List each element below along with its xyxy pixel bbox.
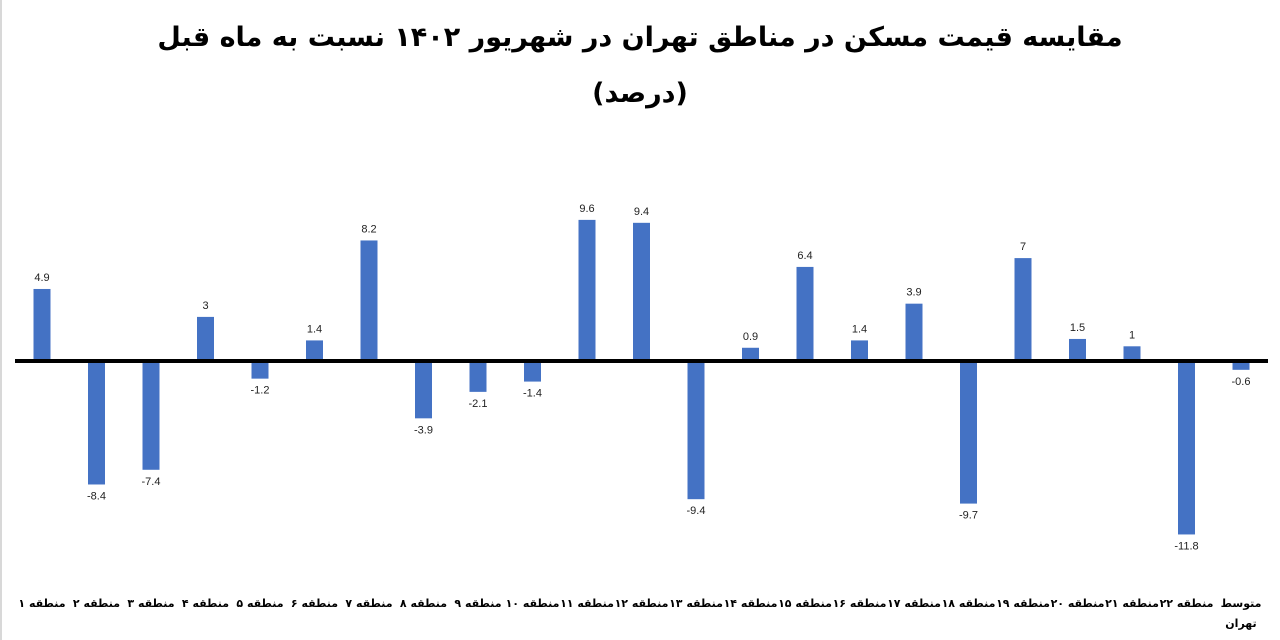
bar	[578, 219, 596, 361]
category-label: منطقه ۱۳	[669, 597, 723, 610]
bar	[1069, 338, 1086, 361]
bar	[197, 316, 214, 361]
category-label: منطقه ۱۸	[942, 597, 996, 610]
value-label: -7.4	[142, 476, 161, 488]
value-label: 9.4	[634, 206, 649, 218]
bar	[142, 361, 160, 470]
bar	[524, 361, 541, 382]
category-label: متوسط	[1221, 597, 1262, 610]
category-label: منطقه ۹	[454, 597, 501, 610]
value-label: -9.7	[959, 510, 978, 522]
value-label: 3	[202, 300, 208, 312]
value-label: 9.6	[579, 203, 594, 215]
value-label: 3.9	[906, 287, 921, 299]
bar	[796, 266, 814, 361]
bar	[687, 361, 705, 500]
category-label: منطقه ۱۷	[887, 597, 941, 610]
category-label: منطقه ۱۲	[615, 597, 669, 610]
category-label: منطقه ۶	[291, 597, 338, 610]
bar	[251, 361, 269, 379]
category-label: منطقه ۲	[73, 597, 120, 610]
bar	[905, 303, 923, 361]
value-label: 6.4	[797, 250, 812, 262]
bar	[1178, 361, 1195, 535]
value-label: 8.2	[361, 223, 376, 235]
bar	[633, 222, 650, 361]
chart-title: مقایسه قیمت مسکن در مناطق تهران در شهریو…	[157, 22, 1123, 53]
bar	[469, 361, 487, 392]
value-label: -0.6	[1232, 376, 1251, 388]
value-label: -9.4	[687, 505, 706, 517]
bar	[306, 340, 323, 361]
value-label: 0.9	[743, 331, 758, 343]
bar	[360, 240, 378, 361]
value-label: -1.4	[523, 388, 542, 400]
category-label: منطقه ۱۴	[724, 597, 778, 610]
value-label: 4.9	[34, 272, 49, 284]
bar	[88, 361, 105, 485]
category-label: منطقه ۱	[18, 597, 65, 610]
bar	[415, 361, 432, 419]
category-label: منطقه ۷	[345, 597, 392, 610]
chart-subtitle-unit: (درصد)	[592, 78, 688, 109]
bar	[742, 347, 759, 361]
value-label: -3.9	[414, 424, 433, 436]
category-label: منطقه ۱۵	[778, 597, 832, 610]
category-label: منطقه ۴	[182, 597, 229, 610]
category-label: منطقه ۲۲	[1160, 597, 1214, 610]
value-label: 1.5	[1070, 322, 1085, 334]
category-label: منطقه ۱۶	[833, 597, 887, 610]
value-label: 1.4	[852, 323, 867, 335]
category-label: منطقه ۲۱	[1105, 597, 1159, 610]
value-label: -8.4	[87, 490, 106, 502]
value-label: -1.2	[251, 385, 270, 397]
value-label: 1	[1129, 329, 1135, 341]
category-label: منطقه ۳	[127, 597, 174, 610]
category-label: منطقه ۸	[400, 597, 447, 610]
value-label: 1.4	[307, 323, 322, 335]
value-label: 7	[1020, 241, 1026, 253]
category-label: منطقه ۱۱	[560, 597, 614, 610]
bar	[1232, 361, 1250, 370]
bar	[33, 288, 51, 361]
bar	[960, 361, 977, 504]
category-label: منطقه ۲۰	[1051, 597, 1105, 610]
category-label: منطقه ۱۰	[506, 597, 560, 610]
category-label: منطقه ۱۹	[996, 597, 1050, 610]
value-label: -2.1	[469, 398, 488, 410]
bar	[1014, 258, 1032, 361]
value-label: -11.8	[1174, 540, 1198, 552]
category-label: تهران	[1225, 617, 1256, 630]
bar	[1123, 346, 1141, 361]
category-label: منطقه ۵	[236, 597, 283, 610]
bar	[851, 340, 868, 361]
